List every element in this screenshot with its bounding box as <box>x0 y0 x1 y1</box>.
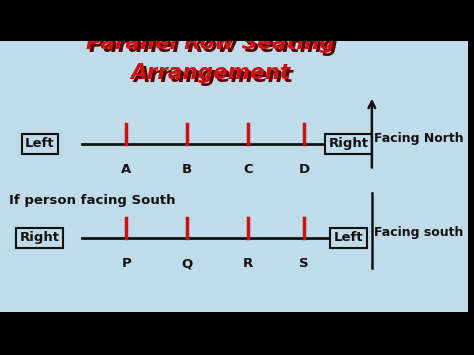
Text: A: A <box>121 163 131 176</box>
Text: R: R <box>243 257 253 271</box>
Text: Right: Right <box>328 137 368 150</box>
Text: Facing south: Facing south <box>374 226 463 239</box>
Text: If person facing South: If person facing South <box>9 194 176 207</box>
Text: C: C <box>243 163 253 176</box>
Text: Right: Right <box>20 231 60 244</box>
Text: Left: Left <box>334 231 363 244</box>
Text: Parallel Row Seating: Parallel Row Seating <box>90 36 338 56</box>
FancyBboxPatch shape <box>0 312 468 355</box>
FancyBboxPatch shape <box>0 41 468 312</box>
Text: D: D <box>299 163 310 176</box>
FancyBboxPatch shape <box>0 0 468 41</box>
Text: Facing North: Facing North <box>374 132 464 145</box>
Text: Arrangement: Arrangement <box>130 63 291 83</box>
Text: B: B <box>182 163 192 176</box>
Text: S: S <box>299 257 309 271</box>
Text: Basic Concept Series: Basic Concept Series <box>81 316 359 340</box>
Text: Left: Left <box>25 137 55 150</box>
Text: P: P <box>121 257 131 271</box>
Text: Parallel Row Seating: Parallel Row Seating <box>86 33 335 53</box>
Text: Basic Concept Series: Basic Concept Series <box>84 320 362 344</box>
Text: Arrangement: Arrangement <box>134 66 294 86</box>
Text: Q: Q <box>182 257 193 271</box>
